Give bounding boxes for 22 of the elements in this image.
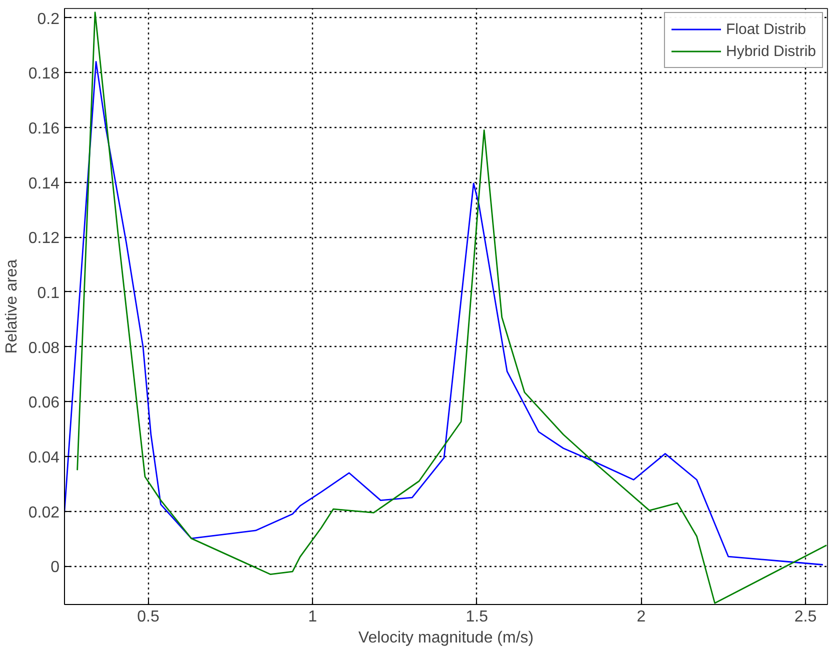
- y-tick-label: 0.08: [28, 340, 60, 357]
- x-axis-title: Velocity magnitude (m/s): [358, 630, 534, 646]
- y-tick-label: 0.14: [28, 175, 60, 192]
- line-series: [76, 12, 828, 604]
- y-tick-label: 0.16: [28, 120, 60, 138]
- y-tick-label: 0.04: [28, 449, 60, 466]
- y-tick-label: 0.12: [28, 230, 60, 248]
- x-tick-label: 1: [308, 608, 318, 626]
- y-tick-label: 0.2: [37, 10, 60, 28]
- x-tick-label: 2.5: [794, 608, 817, 626]
- x-tick-label: 2: [636, 608, 646, 626]
- legend-label: Float Distrib: [726, 20, 806, 38]
- x-tick-label: 0.5: [137, 608, 160, 626]
- legend-label: Hybrid Distrib: [726, 42, 816, 60]
- y-tick-label: 0: [50, 559, 60, 576]
- x-tick-label: 1.5: [466, 608, 488, 626]
- y-tick-label: 0.02: [28, 504, 60, 522]
- y-tick-label: 0.1: [37, 284, 60, 302]
- y-tick-label: 0.18: [28, 66, 60, 83]
- y-tick-label: 0.06: [28, 394, 60, 412]
- line-series: [64, 60, 824, 566]
- y-axis-title: Relative area: [3, 259, 20, 354]
